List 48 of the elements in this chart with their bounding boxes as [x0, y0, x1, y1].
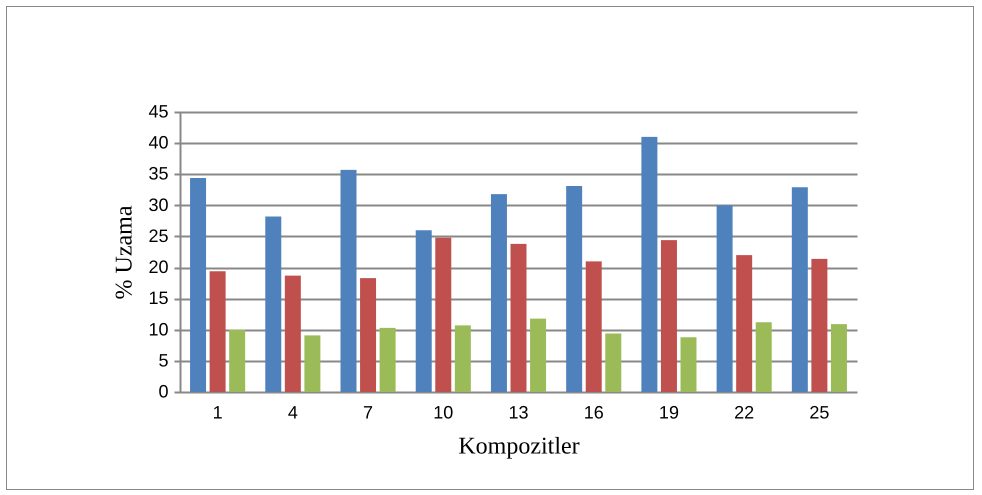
bar: [566, 186, 582, 392]
bar: [454, 325, 471, 392]
bar: [756, 322, 772, 392]
bar: [680, 337, 696, 392]
x-tick-label: 7: [363, 402, 374, 422]
bar: [660, 240, 677, 392]
x-tick-label: 25: [809, 402, 830, 422]
bar: [360, 278, 376, 392]
y-tick-label: 45: [148, 102, 168, 122]
bar: [641, 136, 658, 392]
bar: [435, 238, 452, 392]
bar: [416, 230, 432, 392]
y-tick-label: 10: [148, 319, 168, 340]
bar: [605, 334, 622, 392]
bar: [716, 205, 733, 392]
bar: [736, 255, 752, 392]
x-tick-label: 1: [212, 402, 223, 422]
x-tick-label: 4: [288, 402, 298, 422]
bar: [490, 194, 507, 392]
y-tick-label: 40: [148, 132, 168, 153]
bar: [229, 330, 246, 392]
bar: [210, 271, 226, 392]
bar: [510, 244, 526, 392]
bar: [530, 318, 546, 392]
y-tick-label: 30: [148, 194, 168, 215]
bar: [830, 324, 847, 392]
x-axis-title: Kompozitler: [458, 434, 580, 460]
y-tick-label: 5: [158, 350, 168, 370]
y-axis-title: % Uzama: [111, 205, 138, 300]
x-tick-label: 13: [508, 402, 529, 422]
y-tick-label: 35: [148, 164, 168, 184]
bar: [265, 216, 282, 392]
x-tick-label: 19: [658, 402, 679, 422]
bar: [340, 170, 356, 392]
bar: [304, 335, 320, 392]
bar: [811, 258, 828, 392]
y-tick-label: 15: [148, 288, 168, 308]
bar: [586, 261, 602, 392]
bar: [284, 276, 301, 392]
bar: [792, 187, 808, 392]
x-tick-label: 10: [433, 402, 454, 422]
y-tick-label: 25: [148, 226, 168, 246]
y-tick-label: 20: [148, 257, 168, 278]
x-tick-label: 16: [584, 402, 604, 422]
x-tick-label: 22: [734, 402, 754, 422]
bar: [190, 178, 206, 392]
y-tick-label: 0: [158, 382, 168, 402]
bar: [380, 328, 396, 392]
